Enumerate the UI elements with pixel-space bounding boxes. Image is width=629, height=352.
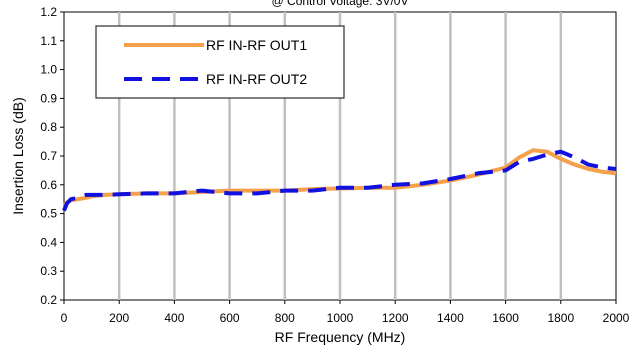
y-tick-label: 0.3 — [40, 264, 57, 278]
chart-title: @ Control Voltage: 3V/0V — [272, 0, 409, 8]
x-tick-label: 800 — [275, 311, 295, 325]
x-tick-label: 1400 — [437, 311, 464, 325]
y-tick-label: 0.9 — [40, 91, 57, 105]
x-tick-label: 200 — [109, 311, 129, 325]
y-axis: 0.2 0.3 0.4 0.5 0.6 0.7 0.8 0.9 1.0 1.1 1.2 — [40, 5, 64, 307]
legend: RF IN-RF OUT1 RF IN-RF OUT2 — [95, 25, 345, 99]
y-axis-title: Insertion Loss (dB) — [10, 97, 26, 215]
x-tick-label: 1800 — [547, 311, 574, 325]
y-tick-label: 0.4 — [40, 235, 57, 249]
series-lines — [62, 148, 617, 212]
x-tick-label: 400 — [164, 311, 184, 325]
y-tick-label: 1.0 — [40, 63, 57, 77]
x-axis: 0 200 400 600 800 1000 1200 1400 1600 1800 2000 — [61, 300, 629, 325]
x-tick-label: 2000 — [603, 311, 629, 325]
x-tick-label: 1200 — [382, 311, 409, 325]
x-tick-label: 600 — [220, 311, 240, 325]
x-tick-label: 1600 — [492, 311, 519, 325]
y-tick-label: 0.2 — [40, 293, 57, 307]
legend-label-rf-out1: RF IN-RF OUT1 — [206, 37, 307, 53]
y-tick-label: 1.1 — [40, 34, 57, 48]
x-tick-label: 0 — [61, 311, 68, 325]
y-tick-label: 1.2 — [40, 5, 57, 19]
y-tick-label: 0.8 — [40, 120, 57, 134]
y-tick-label: 0.7 — [40, 149, 57, 163]
series-line-2 — [62, 149, 617, 212]
y-tick-label: 0.5 — [40, 207, 57, 221]
x-axis-title: RF Frequency (MHz) — [275, 329, 406, 345]
legend-label-rf-out2: RF IN-RF OUT2 — [206, 71, 307, 87]
x-tick-label: 1000 — [327, 311, 354, 325]
legend-box — [95, 25, 345, 99]
y-tick-label: 0.6 — [40, 178, 57, 192]
